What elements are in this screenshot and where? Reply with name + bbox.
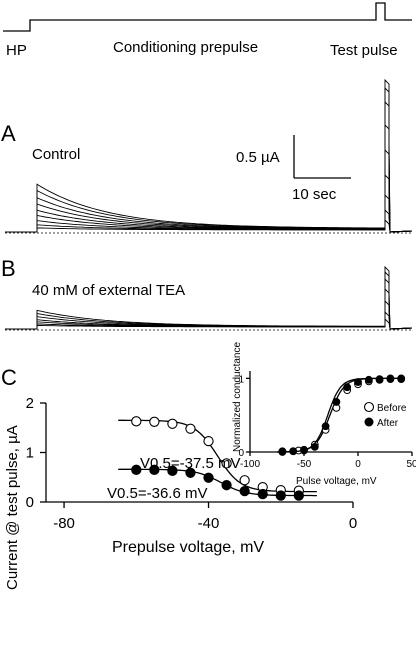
scale-bar-time-label: 10 sec <box>292 186 337 203</box>
inset-point-after <box>278 448 287 456</box>
prepulse-label: Conditioning prepulse <box>113 39 258 56</box>
inset-point-after <box>386 374 395 383</box>
inset-point-after <box>354 378 362 386</box>
current-trace <box>5 317 413 330</box>
data-point-open <box>185 423 196 434</box>
inset-point-after <box>343 383 352 392</box>
legend-before-label: Before <box>377 403 407 414</box>
inset-point-after <box>310 442 319 451</box>
main-x-tick-label: 0 <box>349 515 357 532</box>
test-pulse-label: Test pulse <box>330 42 398 59</box>
main-data-marks <box>118 416 317 501</box>
scale-bar <box>293 135 351 179</box>
inset-point-after <box>332 398 341 406</box>
inset-x-tick-label: -100 <box>240 459 260 470</box>
inset-ticks: -100 -50 0 50 0 1 <box>238 374 416 470</box>
main-y-label: Current @ test pulse, µA <box>4 425 21 590</box>
inset-y-tick-label: 1 <box>238 374 244 385</box>
inset-fit-line <box>277 377 404 453</box>
panel-b-condition: 40 mM of external TEA <box>32 282 185 299</box>
inset-point-after <box>321 422 330 431</box>
inset-point-after <box>375 375 384 384</box>
inset-x-tick-label: -50 <box>297 459 312 470</box>
inset-y-tick-label: 0 <box>238 448 244 459</box>
main-y-tick-label: 1 <box>26 445 34 462</box>
panel-a-letter: A <box>1 121 16 146</box>
main-y-tick-label: 0 <box>26 494 34 511</box>
inset-point-after <box>300 446 308 455</box>
main-y-tick-label: 2 <box>26 395 34 412</box>
panel-c-letter: C <box>1 365 17 390</box>
control-current-traces <box>5 78 413 234</box>
data-point-open <box>167 418 178 429</box>
main-x-tick-label: -80 <box>53 515 75 532</box>
panel-b-letter: B <box>1 256 16 281</box>
v05-after-label: V0.5=-36.6 mV <box>107 485 207 502</box>
data-point-open <box>131 416 142 427</box>
inset-point-after <box>289 447 298 456</box>
data-point-filled <box>275 490 286 501</box>
legend-after-marker <box>364 417 374 427</box>
voltage-protocol-trace <box>3 2 412 32</box>
data-point-open <box>203 435 214 447</box>
inset-x-label: Pulse voltage, mV <box>296 476 377 487</box>
data-point-open <box>149 416 160 427</box>
data-point-filled <box>293 490 304 501</box>
data-point-filled <box>239 485 250 497</box>
inset-fit-line <box>277 377 404 453</box>
hp-label: HP <box>6 42 27 59</box>
data-point-open <box>221 458 232 469</box>
legend-after-label: After <box>377 418 399 429</box>
inset-data-marks <box>277 374 406 456</box>
tea-current-traces <box>5 265 413 331</box>
data-point-filled <box>203 472 214 483</box>
current-trace <box>5 218 413 233</box>
main-ticks: -80 -40 0 0 1 2 <box>26 395 358 532</box>
data-point-filled <box>149 464 160 475</box>
data-point-filled <box>221 480 232 491</box>
panel-a-condition: Control <box>32 146 80 163</box>
v05-before-label: V0.5=-37.5 mV <box>140 455 240 472</box>
legend-before-marker <box>363 401 375 413</box>
inset-point-after <box>397 374 406 383</box>
inset-x-tick-label: 50 <box>406 459 416 470</box>
inset-x-tick-label: 0 <box>355 459 361 470</box>
data-point-open <box>239 475 250 486</box>
main-x-label: Prepulse voltage, mV <box>112 539 264 556</box>
data-point-filled <box>131 464 142 475</box>
data-point-filled <box>167 465 178 476</box>
scale-bar-current-label: 0.5 µA <box>236 149 280 166</box>
inset-point-after <box>364 375 373 384</box>
data-point-filled <box>185 467 196 478</box>
main-x-tick-label: -40 <box>198 515 220 532</box>
inset-y-label: Normalized conductance <box>232 342 243 452</box>
data-point-filled <box>257 488 268 500</box>
